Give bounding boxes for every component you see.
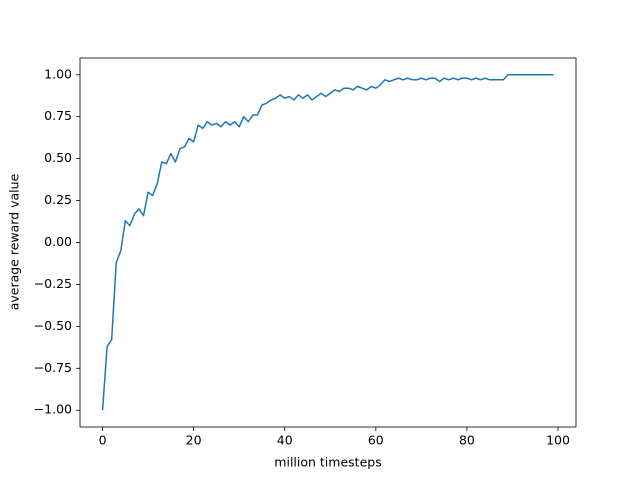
y-tick-label: −0.50 [34,318,72,333]
x-tick-label: 20 [186,433,202,448]
data-line [101,74,554,411]
y-tick-label: −1.00 [34,402,72,417]
y-tick-label: 0.75 [44,108,72,123]
x-tick-label: 80 [459,433,475,448]
y-tick-label: 0.25 [44,192,72,207]
y-tick-label: 0.00 [44,234,72,249]
y-tick-label: −0.75 [34,360,72,375]
y-tick-label: 1.00 [44,66,72,81]
x-tick-label: 0 [99,433,107,448]
y-tick-label: −0.25 [34,276,72,291]
x-tick-label: 40 [277,433,293,448]
y-tick-label: 0.50 [44,150,72,165]
x-tick-label: 100 [546,433,570,448]
y-axis-label: average reward value [7,173,22,310]
x-axis-label: million timesteps [274,455,381,470]
axes-frame [79,57,577,428]
x-tick-label: 60 [368,433,384,448]
